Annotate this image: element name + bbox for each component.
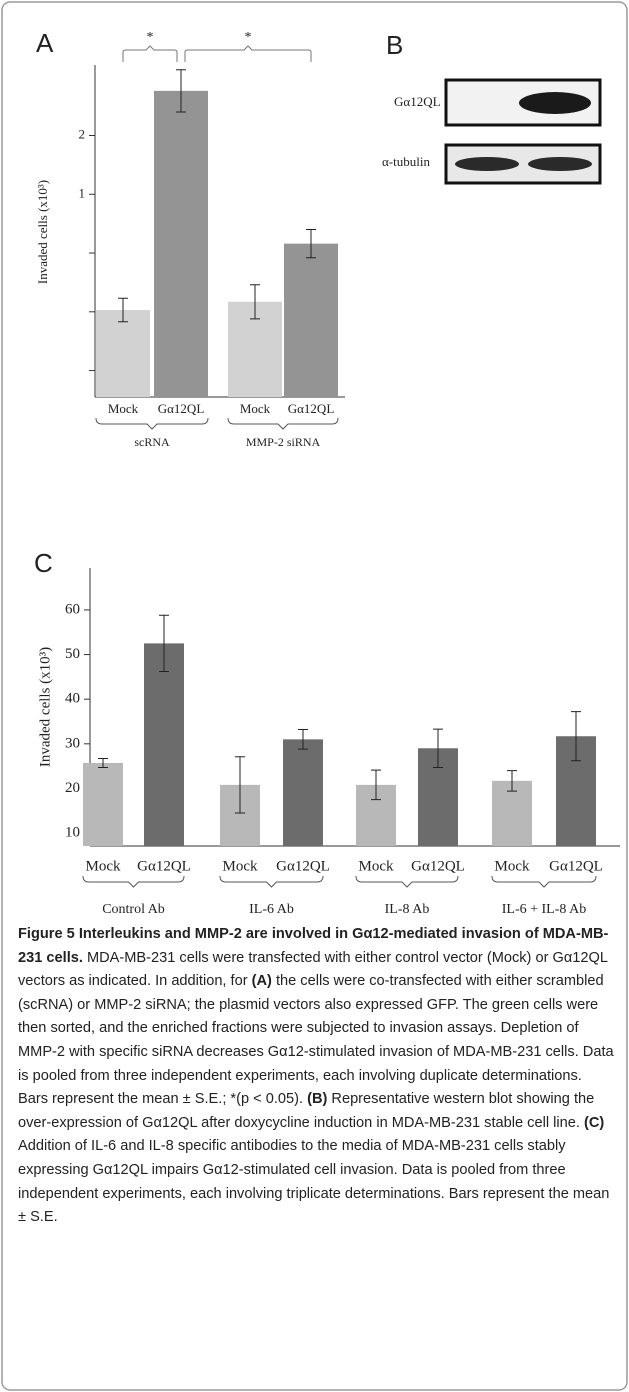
caption: Figure 5 Interleukins and MMP-2 are invo… [18,923,614,1230]
y-tick-label: 60 [65,601,80,617]
x-tick-label: Mock [240,401,271,416]
panel-label: C [34,548,53,578]
y-tick-label: 10 [65,824,80,840]
caption-text: Addition of IL-6 and IL-8 specific antib… [18,1138,609,1225]
group-bracket [356,876,458,887]
group-bracket [228,418,338,429]
group-bracket [492,876,596,887]
x-tick-label: Mock [108,401,139,416]
y-axis-label: Invaded cells (x10³) [35,180,50,284]
caption-text: the cells were co-transfected with eithe… [18,973,614,1107]
y-tick-label: 50 [65,646,80,662]
blot [446,80,600,183]
group-label: IL-6 + IL-8 Ab [502,902,587,917]
x-tick-label: Mock [223,858,258,874]
panel-label: A [36,28,54,58]
bar [83,763,123,846]
panel-label: B [386,30,403,60]
x-tick-label: Mock [86,858,121,874]
bar [154,91,208,397]
bar [283,739,323,846]
y-axis-label: Invaded cells (x10³) [37,647,53,767]
x-tick-label: Gα12QL [137,858,191,874]
x-tick-label: Gα12QL [411,858,465,874]
bar [144,643,184,846]
group-label: IL-8 Ab [385,902,430,917]
group-label: MMP-2 siRNA [246,435,321,449]
y-tick-label: 40 [65,691,80,707]
significance-bracket [123,46,177,62]
bar [284,244,338,397]
significance-bracket [185,46,311,62]
y-tick-label: 1 [79,185,86,200]
x-tick-label: Mock [495,858,530,874]
x-tick-label: Gα12QL [288,401,335,416]
group-label: Control Ab [102,902,165,917]
x-tick-label: Mock [359,858,394,874]
group-bracket [83,876,184,887]
caption-ref: (A) [252,973,272,989]
figure: A B C Gα12QL α-tubulin Invaded cells (x1… [0,0,629,1392]
y-tick-label: 2 [79,126,86,141]
caption-ref: (C) [584,1115,604,1131]
x-tick-label: Gα12QL [158,401,205,416]
significance-mark: * [245,30,252,45]
y-tick-label: 20 [65,780,80,796]
group-bracket [96,418,208,429]
y-tick-label: 30 [65,735,80,751]
x-tick-label: Gα12QL [549,858,603,874]
significance-mark: * [147,30,154,45]
blot-label: α-tubulin [382,154,430,169]
group-label: IL-6 Ab [249,902,294,917]
caption-ref: (B) [307,1091,327,1107]
x-tick-label: Gα12QL [276,858,330,874]
bar [96,310,150,397]
blot-label: Gα12QL [394,94,441,109]
group-bracket [220,876,323,887]
group-label: scRNA [134,435,170,449]
